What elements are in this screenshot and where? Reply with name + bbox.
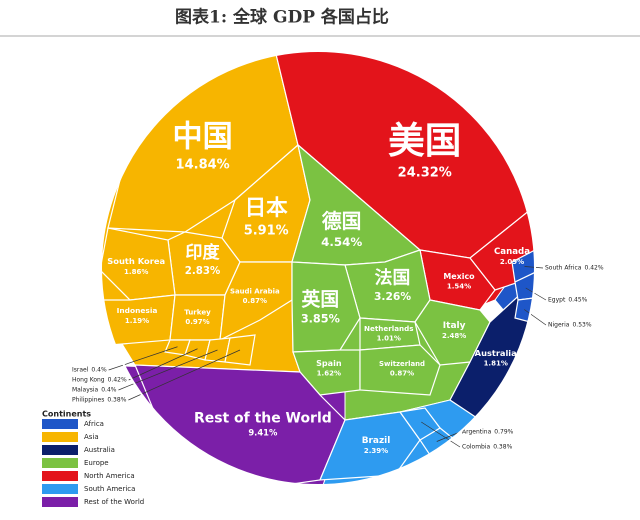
cell-name: Netherlands: [364, 324, 414, 333]
callout-value: 0.45%: [568, 297, 587, 304]
legend-label: Rest of the World: [84, 498, 144, 506]
callout-value: 0.42%: [584, 265, 603, 272]
cell: [511, 249, 535, 283]
legend-swatch: [42, 497, 78, 507]
legend-swatch: [42, 419, 78, 429]
cell-value: 1.86%: [124, 268, 148, 276]
legend-swatch: [42, 471, 78, 481]
leader-line: [524, 266, 544, 269]
callout-value: 0.53%: [572, 322, 591, 329]
cell-name: South Korea: [107, 256, 165, 266]
callout-name: Israel: [72, 367, 89, 374]
cell-name: Italy: [443, 321, 466, 331]
cell-value: 1.01%: [377, 334, 401, 342]
cell-value: 2.48%: [442, 332, 466, 340]
leader-line: [128, 348, 198, 381]
voronoi-circle: [101, 51, 535, 485]
cell-name: Mexico: [443, 272, 475, 281]
legend-label: Asia: [84, 433, 99, 441]
cell-name: Indonesia: [117, 306, 158, 315]
callout-value: 0.4%: [101, 387, 117, 394]
cell-name: Saudi Arabia: [230, 288, 280, 296]
legend-swatch: [42, 458, 78, 468]
chart-title: 图表1: 全球 GDP 各国占比: [175, 7, 389, 28]
circle-outline: [100, 50, 536, 486]
callout-name: Egypt: [548, 297, 566, 304]
cell-name: 美国: [388, 119, 461, 162]
cell-value: 0.97%: [185, 318, 209, 326]
callout-name: Hong Kong: [72, 377, 105, 384]
callout-value: 0.4%: [91, 367, 107, 374]
cell: [319, 411, 421, 481]
callout-value: 0.79%: [494, 429, 513, 436]
leader-line: [421, 421, 461, 448]
legend-label: South America: [84, 485, 135, 493]
cell-name: 法国: [375, 267, 411, 289]
cell-name: 中国: [173, 120, 233, 155]
callout-value: 0.38%: [107, 397, 126, 404]
cell-name: Brazil: [362, 436, 391, 446]
cell-value: 3.26%: [374, 290, 411, 303]
cell-name: 印度: [185, 242, 220, 263]
legend-swatch: [42, 432, 78, 442]
cell-name: 德国: [322, 210, 362, 233]
cell-name: Spain: [316, 359, 342, 368]
cell-name: Rest of the World: [194, 411, 332, 427]
callout-name: Malaysia: [72, 387, 99, 394]
cell-name: Canada: [494, 247, 530, 257]
cell-value: 5.91%: [244, 224, 289, 239]
cell-value: 1.19%: [125, 317, 149, 325]
leader-line: [128, 349, 241, 401]
leader-line: [524, 309, 547, 326]
legend-swatch: [42, 484, 78, 494]
cell-value: 3.85%: [301, 312, 340, 325]
callout-name: Argentina: [462, 429, 492, 436]
leader-line: [525, 287, 547, 301]
callout-value: 0.42%: [108, 377, 127, 384]
callout-name: Nigeria: [548, 322, 570, 329]
cell-name: 日本: [245, 196, 289, 221]
labels: 中国 14.84% 日本 5.91% 印度 2.83% South Korea 1.86% In…: [72, 50, 604, 486]
cell-value: 2.83%: [185, 265, 221, 277]
cell-value: 9.41%: [248, 428, 278, 438]
legend-label: Europe: [84, 459, 109, 467]
legend-label: Africa: [84, 420, 104, 428]
cell-name: 英国: [302, 287, 340, 310]
cell-value: 1.81%: [484, 360, 508, 368]
cell-value: 1.62%: [317, 369, 341, 377]
cell-name: Turkey: [184, 308, 211, 317]
legend-label: Australia: [84, 446, 115, 454]
legend-label: North America: [84, 472, 135, 480]
cell-value: 0.87%: [390, 370, 414, 378]
callout-name: South Africa: [545, 265, 582, 272]
callout-value: 0.38%: [493, 444, 512, 451]
cell-value: 2.09%: [500, 258, 524, 266]
cell-value: 4.54%: [321, 235, 362, 249]
cell-name: Australia: [475, 348, 517, 358]
callout-name: Philippines: [72, 397, 104, 404]
legend-title: Continents: [42, 410, 91, 419]
cell-value: 14.84%: [176, 157, 230, 172]
cell-value: 24.32%: [398, 166, 452, 181]
callout-name: Colombia: [462, 444, 491, 451]
cell-value: 2.39%: [364, 447, 388, 455]
cell: [398, 407, 441, 441]
leader-line: [108, 346, 178, 371]
cell-name: Switzerland: [379, 360, 425, 368]
cell: [359, 344, 441, 396]
cell-value: 0.87%: [243, 297, 267, 305]
leader-line: [436, 431, 461, 442]
cell-value: 1.54%: [447, 283, 471, 291]
legend-swatch: [42, 445, 78, 455]
